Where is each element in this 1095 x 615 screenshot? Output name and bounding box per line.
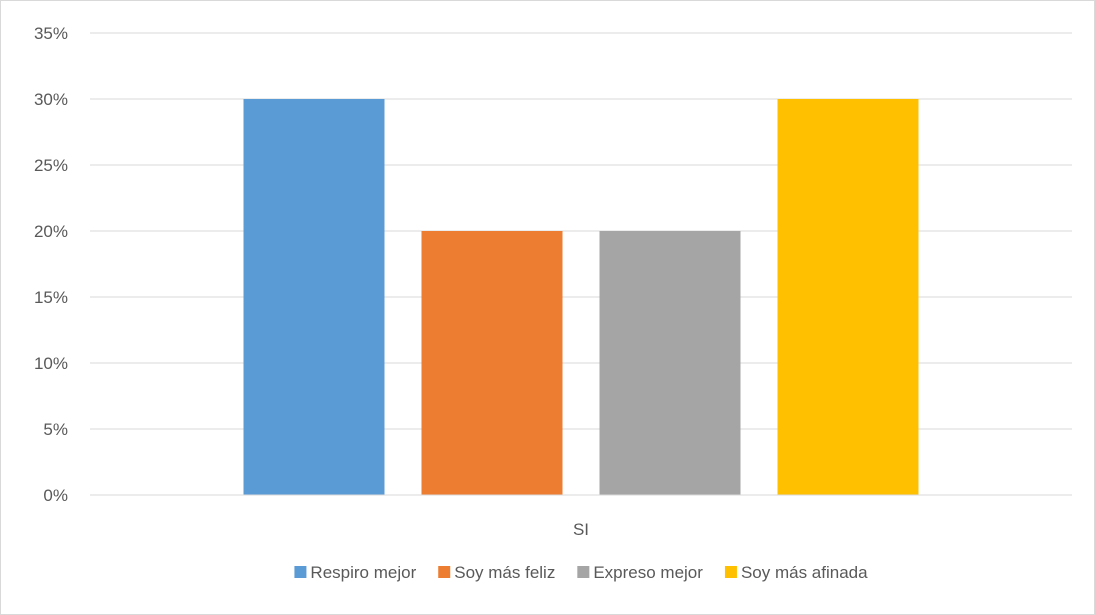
legend: Respiro mejor Soy más feliz Expreso mejor S… xyxy=(294,563,868,582)
legend-swatch xyxy=(724,566,737,578)
gridlines xyxy=(90,32,1072,496)
bar-expreso-mejor xyxy=(599,231,741,495)
y-tick-label: 5% xyxy=(43,420,68,439)
bar-soy-m-s-afinada xyxy=(777,99,919,495)
y-tick-label: 35% xyxy=(34,24,68,43)
legend-label: Expreso mejor xyxy=(593,563,703,582)
legend-swatch xyxy=(577,566,590,578)
legend-swatch xyxy=(438,566,451,578)
bar-respiro-mejor xyxy=(243,99,385,495)
x-category-label: SI xyxy=(573,520,589,539)
bars xyxy=(243,99,919,495)
legend-item: Soy más afinada xyxy=(724,563,868,582)
legend-item: Respiro mejor xyxy=(294,563,417,582)
legend-label: Respiro mejor xyxy=(310,563,416,582)
legend-label: Soy más feliz xyxy=(454,563,555,582)
y-tick-label: 20% xyxy=(34,222,68,241)
y-tick-label: 15% xyxy=(34,288,68,307)
y-tick-label: 25% xyxy=(34,156,68,175)
bar-soy-m-s-feliz xyxy=(421,231,563,495)
x-axis: SI xyxy=(90,494,1072,539)
legend-swatch xyxy=(294,566,307,578)
legend-item: Expreso mejor xyxy=(577,563,703,582)
legend-label: Soy más afinada xyxy=(741,563,868,582)
y-tick-label: 30% xyxy=(34,90,68,109)
y-tick-label: 10% xyxy=(34,354,68,373)
y-tick-label: 0% xyxy=(43,486,68,505)
legend-item: Soy más feliz xyxy=(438,563,555,582)
y-axis: 0% 5% 10% 15% 20% 25% 30% 35% xyxy=(34,24,68,505)
